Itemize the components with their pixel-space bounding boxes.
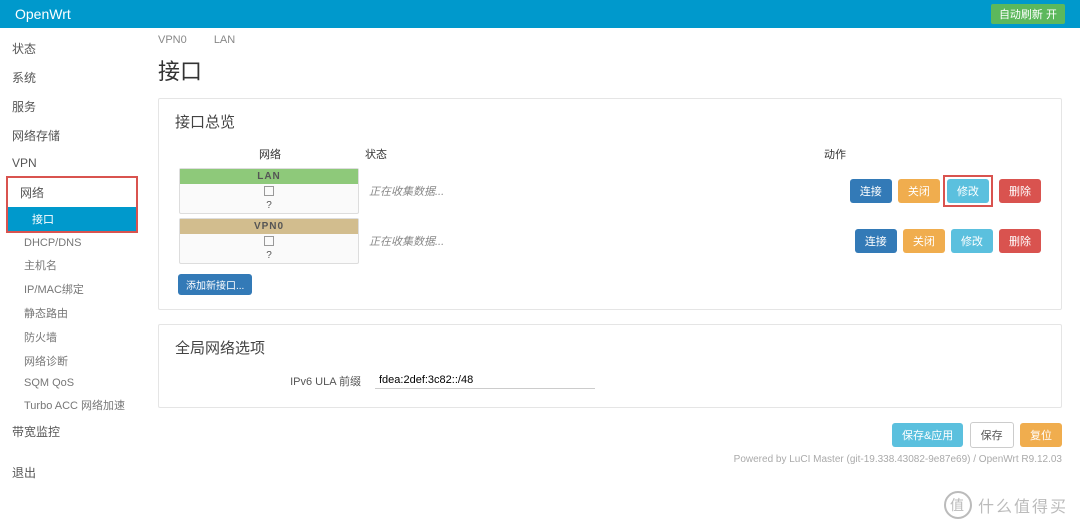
table-row: LAN ? 正在收集数据... 连接 关闭 修改 删除 <box>175 166 1045 216</box>
autorefresh-toggle[interactable]: 自动刷新 开 <box>991 4 1065 24</box>
device-icon <box>264 186 274 196</box>
close-button[interactable]: 关闭 <box>903 229 945 253</box>
sidebar-item-nas[interactable]: 网络存储 <box>0 121 140 150</box>
connect-button[interactable]: 连接 <box>855 229 897 253</box>
global-title: 全局网络选项 <box>175 337 1045 358</box>
main-content: VPN0 LAN 接口 接口总览 网络 状态 动作 <box>140 28 1080 525</box>
iface-dev: ? <box>266 250 272 261</box>
interface-overview-panel: 接口总览 网络 状态 动作 LAN ? <box>158 98 1062 310</box>
sidebar-sub-turbo[interactable]: Turbo ACC 网络加速 <box>0 393 140 417</box>
connect-button[interactable]: 连接 <box>850 179 892 203</box>
close-button[interactable]: 关闭 <box>898 179 940 203</box>
iface-dev: ? <box>266 200 272 211</box>
watermark: 值 什么值得买 <box>944 491 1068 519</box>
sidebar-item-services[interactable]: 服务 <box>0 92 140 121</box>
sidebar-sub-routes[interactable]: 静态路由 <box>0 301 140 325</box>
sidebar-sub-firewall[interactable]: 防火墙 <box>0 325 140 349</box>
th-network: 网络 <box>175 142 365 166</box>
th-status: 状态 <box>365 142 625 166</box>
sidebar-sub-sqm[interactable]: SQM QoS <box>0 373 140 393</box>
sidebar-item-logout[interactable]: 退出 <box>0 458 140 487</box>
modify-button[interactable]: 修改 <box>947 179 989 203</box>
save-apply-button[interactable]: 保存&应用 <box>892 423 963 447</box>
status-text: 正在收集数据... <box>369 236 444 248</box>
iface-box-vpn0: VPN0 ? <box>179 218 359 264</box>
modify-highlight: 修改 <box>943 175 993 207</box>
sidebar-item-status[interactable]: 状态 <box>0 34 140 63</box>
tab-vpn0[interactable]: VPN0 <box>158 34 187 46</box>
table-row: VPN0 ? 正在收集数据... 连接 关闭 修改 删除 <box>175 216 1045 266</box>
sidebar-item-bandwidth[interactable]: 带宽监控 <box>0 417 140 446</box>
sidebar-sub-hostnames[interactable]: 主机名 <box>0 253 140 277</box>
sidebar-item-system[interactable]: 系统 <box>0 63 140 92</box>
reset-button[interactable]: 复位 <box>1020 423 1062 447</box>
status-text: 正在收集数据... <box>369 186 444 198</box>
iface-box-lan: LAN ? <box>179 168 359 214</box>
iface-name: LAN <box>180 169 358 184</box>
tab-lan[interactable]: LAN <box>214 34 235 46</box>
overview-title: 接口总览 <box>175 111 1045 132</box>
delete-button[interactable]: 删除 <box>999 229 1041 253</box>
sidebar-item-vpn[interactable]: VPN <box>0 150 140 176</box>
save-button[interactable]: 保存 <box>970 422 1014 448</box>
sidebar-sub-diag[interactable]: 网络诊断 <box>0 349 140 373</box>
interface-table: 网络 状态 动作 LAN ? 正在收集数据... <box>175 142 1045 266</box>
ula-label: IPv6 ULA 前缀 <box>175 373 375 389</box>
tab-bar: VPN0 LAN <box>158 34 1062 46</box>
iface-name: VPN0 <box>180 219 358 234</box>
modify-button[interactable]: 修改 <box>951 229 993 253</box>
ula-prefix-input[interactable] <box>375 372 595 389</box>
th-actions: 动作 <box>625 142 1045 166</box>
watermark-text: 什么值得买 <box>978 493 1068 517</box>
watermark-badge: 值 <box>944 491 972 519</box>
sidebar-item-network[interactable]: 网络 <box>8 178 136 207</box>
footer-text: Powered by LuCI Master (git-19.338.43082… <box>158 454 1062 465</box>
sidebar-sub-ipmac[interactable]: IP/MAC绑定 <box>0 277 140 301</box>
delete-button[interactable]: 删除 <box>999 179 1041 203</box>
device-icon <box>264 236 274 246</box>
page-title: 接口 <box>158 54 1062 86</box>
sidebar-sub-dhcp[interactable]: DHCP/DNS <box>0 233 140 253</box>
sidebar-sub-interfaces[interactable]: 接口 <box>8 207 136 231</box>
brand-title: OpenWrt <box>15 0 71 28</box>
page-actions: 保存&应用 保存 复位 <box>158 422 1062 448</box>
global-options-panel: 全局网络选项 IPv6 ULA 前缀 <box>158 324 1062 408</box>
add-interface-button[interactable]: 添加新接口... <box>178 274 252 295</box>
sidebar: 状态 系统 服务 网络存储 VPN 网络 接口 DHCP/DNS 主机名 IP/… <box>0 28 140 525</box>
sidebar-highlight: 网络 接口 <box>6 176 138 233</box>
